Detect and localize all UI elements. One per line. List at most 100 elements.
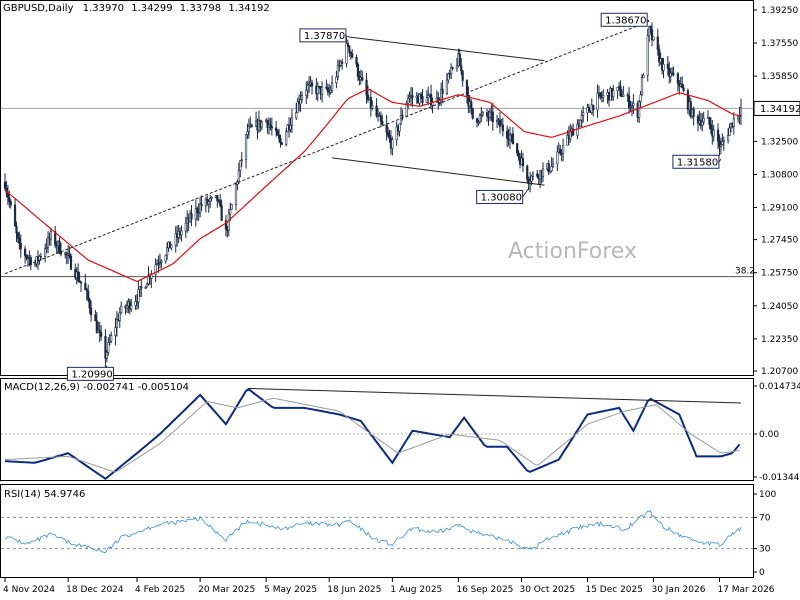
candle-body [477, 121, 480, 123]
price-tick-label: 1.32500 [761, 137, 798, 147]
candle-body [78, 280, 81, 282]
candle-body [77, 271, 80, 281]
candle-body [445, 79, 448, 94]
candle-body [120, 305, 123, 313]
candle-body [616, 86, 619, 92]
macd-tick-label: 0.014734 [759, 382, 800, 392]
candle-body [306, 85, 309, 91]
candle-body [275, 127, 278, 132]
candle-body [49, 231, 53, 240]
price-tick-label: 1.30800 [761, 170, 798, 180]
candle-body [672, 73, 675, 75]
candle-body [84, 282, 87, 290]
candle-body [289, 125, 292, 130]
candle-body [335, 76, 338, 84]
candle-body [475, 118, 479, 123]
candle-body [508, 134, 512, 141]
candle-body [596, 92, 599, 111]
candle-body [681, 83, 684, 89]
date-tick-label: 20 Mar 2025 [198, 585, 255, 595]
price-tick-label: 1.22350 [761, 335, 798, 345]
macd-chart [1, 387, 753, 481]
candle-body [3, 181, 7, 189]
candle-body [447, 73, 450, 81]
candle-body [506, 130, 509, 139]
candle-body [369, 97, 372, 109]
candle-body [511, 133, 514, 145]
candle-body [216, 195, 219, 202]
candle-body [23, 248, 27, 256]
date-tick-label: 30 Oct 2025 [519, 585, 575, 595]
annotation-box [672, 154, 720, 169]
rsi-tick-label: 70 [759, 513, 771, 523]
header-open: 1.33970 [83, 3, 124, 14]
candle-body [676, 73, 679, 84]
annotation-leader [522, 188, 529, 198]
rsi-chart [1, 509, 753, 554]
candle-body [316, 85, 319, 94]
candle-body [561, 144, 565, 154]
candle-body [260, 121, 263, 128]
candle-body [656, 36, 659, 50]
candle-body [240, 159, 243, 161]
candle-body [351, 53, 354, 58]
candle-body [521, 158, 525, 167]
candle-body [501, 124, 504, 132]
candle-body [54, 231, 57, 246]
price-chart: 38.2 1.37870 1.38670 1.30080 1.31580 1.20990 [1, 12, 755, 381]
candle-body [234, 183, 238, 206]
candle-body [355, 56, 358, 65]
candle-body [379, 115, 382, 122]
candle-body [732, 118, 735, 127]
candle-body [425, 97, 428, 104]
candle-body [408, 96, 411, 99]
annotation-label: 1.20990 [71, 369, 112, 380]
candle-body [419, 93, 423, 97]
candle-body [386, 132, 390, 136]
annotation-box [299, 28, 347, 43]
candle-body [365, 79, 368, 96]
candle-body [276, 130, 279, 136]
candle-body [668, 67, 671, 77]
candle-body [130, 305, 133, 310]
candle-body [300, 95, 304, 101]
candle-body [709, 124, 712, 130]
candle-body [85, 289, 88, 292]
candle-body [388, 134, 391, 139]
date-tick-label: 18 Jun 2025 [327, 585, 381, 595]
candle-body [87, 290, 90, 300]
candle-body [556, 151, 559, 165]
candle-body [712, 129, 715, 137]
candle-body [200, 203, 203, 207]
candle-body [100, 332, 103, 337]
candle-body [448, 73, 451, 75]
candle-body [470, 101, 473, 109]
price-tick-label: 1.27450 [761, 236, 798, 246]
macd-title: MACD(12,26,9) -0.002741 -0.005104 [4, 382, 189, 393]
candle-body [89, 307, 93, 316]
candle-body [308, 83, 311, 86]
candle-body [531, 173, 535, 177]
candle-body [378, 114, 381, 117]
macd-tick-label: -0.013442 [759, 473, 800, 483]
candle-body [572, 128, 575, 136]
candle-body [708, 117, 711, 125]
candle-body [68, 253, 71, 257]
candle-body [728, 127, 731, 136]
candle-body [478, 115, 481, 123]
candle-body [180, 230, 183, 235]
price-tick-label: 1.20700 [761, 367, 798, 377]
annotation-label: 1.37870 [304, 31, 345, 42]
candle-body [15, 225, 18, 234]
candle-body [250, 124, 253, 127]
candle-body [269, 124, 272, 128]
candle-body [411, 95, 414, 98]
candle-body [110, 335, 113, 342]
candle-body [399, 115, 403, 125]
candle-body [295, 112, 298, 119]
candle-body [629, 106, 632, 109]
candle-body [652, 36, 655, 41]
candle-body [244, 134, 248, 161]
candle-body [46, 237, 50, 248]
candle-body [224, 220, 228, 230]
